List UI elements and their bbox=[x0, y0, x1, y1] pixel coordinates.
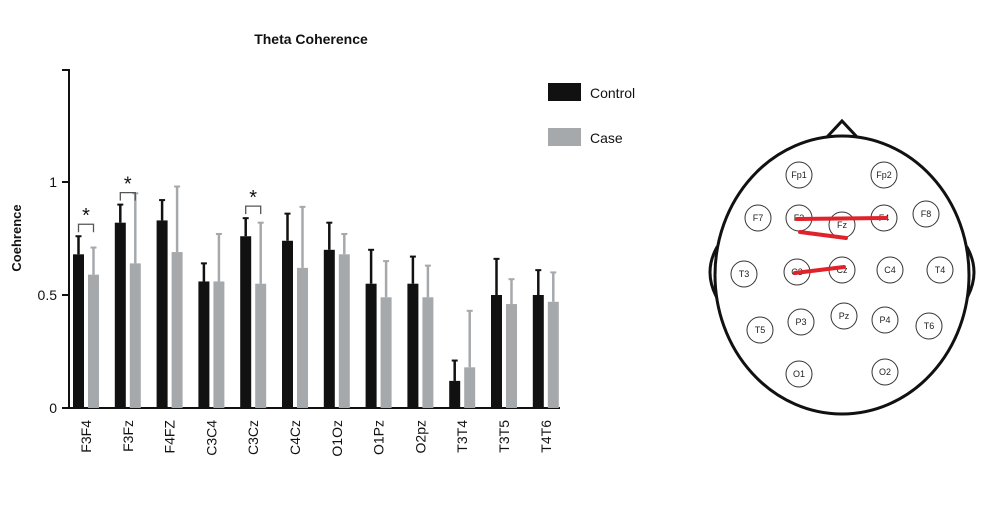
electrode-Pz bbox=[830, 302, 858, 330]
y-tick-label: 1 bbox=[49, 174, 57, 190]
x-tick-label: F3Fz bbox=[120, 420, 136, 452]
legend-swatch-case bbox=[548, 128, 581, 146]
electrode-label: Fz bbox=[837, 220, 847, 230]
legend-label-case: Case bbox=[590, 130, 623, 146]
electrode-label: Fp2 bbox=[876, 170, 892, 180]
significance-bracket bbox=[245, 205, 262, 215]
electrode-C4 bbox=[876, 256, 904, 284]
bar-case-O2pz bbox=[422, 297, 434, 408]
head-map: Fp1Fp2F7F3FzF4F8T3C3CzC4T4T5P3PzP4T6O1O2 bbox=[708, 118, 976, 416]
significance-star: * bbox=[82, 205, 90, 227]
electrode-label: F8 bbox=[921, 209, 932, 219]
electrode-label: Pz bbox=[839, 311, 850, 321]
legend: Control Case bbox=[548, 83, 635, 146]
x-tick-label: O1Pz bbox=[371, 420, 387, 455]
x-tick-label: O1Oz bbox=[329, 420, 345, 457]
bar-chart: Theta Coherence Coehrence 00.51 *** F3F4… bbox=[9, 31, 560, 457]
electrode-label: P4 bbox=[879, 315, 890, 325]
x-tick-label: O2pz bbox=[412, 420, 428, 453]
connection-F3-Fz bbox=[798, 230, 848, 240]
electrode-label: T6 bbox=[924, 321, 935, 331]
significance-bracket bbox=[77, 223, 95, 233]
bar-control-O1Pz bbox=[365, 283, 377, 408]
significance-star: * bbox=[124, 174, 132, 196]
electrode-T4 bbox=[926, 256, 954, 284]
electrode-label: Fp1 bbox=[791, 170, 807, 180]
electrode-O2 bbox=[871, 358, 899, 386]
bar-control-O1Oz bbox=[323, 249, 335, 408]
bar-control-O2pz bbox=[407, 283, 419, 408]
bar-case-T3T4 bbox=[464, 367, 476, 408]
bar-control-T3T5 bbox=[491, 295, 502, 408]
y-tick-label: 0.5 bbox=[38, 287, 58, 303]
electrode-label: T3 bbox=[739, 269, 750, 279]
significance-bracket bbox=[119, 191, 136, 201]
bar-case-C4Cz bbox=[297, 267, 308, 408]
y-axis-label: Coehrence bbox=[9, 204, 24, 271]
legend-swatch-control bbox=[548, 83, 581, 101]
bar-control-C3C4 bbox=[198, 281, 210, 408]
electrode-label: O1 bbox=[793, 369, 805, 379]
x-tick-label: C3Cz bbox=[245, 420, 261, 455]
bar-control-F3F4 bbox=[73, 254, 84, 408]
x-tick-label: C4Cz bbox=[287, 420, 303, 455]
bar-control-T4T6 bbox=[532, 295, 544, 408]
electrode-F7 bbox=[744, 204, 772, 232]
electrode-label: F7 bbox=[753, 213, 764, 223]
electrode-P4 bbox=[871, 306, 899, 334]
x-tick-label: C3C4 bbox=[203, 420, 219, 456]
bar-case-T3T5 bbox=[506, 304, 517, 408]
electrode-label: O2 bbox=[879, 367, 891, 377]
electrode-P3 bbox=[787, 308, 815, 336]
bar-case-O1Oz bbox=[338, 254, 350, 408]
x-tick-label: F4FZ bbox=[162, 420, 178, 454]
x-tick-labels: F3F4 F3Fz F4FZ C3C4 C3Cz C4Cz O1Oz O1Pz O2pz T3T4… bbox=[78, 420, 554, 457]
x-tick-label: F3F4 bbox=[78, 420, 94, 453]
y-tick-label: 0 bbox=[49, 400, 57, 416]
bar-case-T4T6 bbox=[547, 301, 559, 408]
connections bbox=[793, 216, 888, 275]
bar-control-C3Cz bbox=[240, 236, 252, 408]
electrode-T3 bbox=[730, 260, 758, 288]
error-bars bbox=[75, 185, 557, 381]
bars bbox=[73, 220, 559, 408]
electrode-O1 bbox=[785, 360, 813, 388]
chart-title: Theta Coherence bbox=[254, 31, 368, 47]
legend-label-control: Control bbox=[590, 85, 635, 101]
y-ticks: 00.51 bbox=[38, 69, 69, 416]
bar-case-C3Cz bbox=[255, 283, 267, 408]
bar-case-O1Pz bbox=[380, 297, 392, 408]
bar-control-T3T4 bbox=[449, 380, 461, 408]
connection-F3-F4 bbox=[795, 216, 888, 221]
electrode-label: T5 bbox=[755, 325, 766, 335]
significance-star: * bbox=[249, 187, 257, 209]
electrode-F8 bbox=[912, 200, 940, 228]
bar-case-F3F4 bbox=[88, 274, 99, 408]
x-tick-label: T3T4 bbox=[454, 420, 470, 453]
electrode-Fp1 bbox=[785, 161, 813, 189]
electrode-Fp2 bbox=[870, 161, 898, 189]
bar-control-F4FZ bbox=[156, 220, 168, 408]
x-tick-label: T3T5 bbox=[496, 420, 512, 453]
electrode-T5 bbox=[746, 316, 774, 344]
electrode-label: C4 bbox=[884, 265, 896, 275]
x-tick-label: T4T6 bbox=[538, 420, 554, 453]
bar-case-F3Fz bbox=[129, 263, 141, 408]
electrode-label: P3 bbox=[795, 317, 806, 327]
bar-control-F3Fz bbox=[114, 222, 126, 408]
significance-markers: * * * bbox=[77, 174, 262, 233]
electrode-T6 bbox=[915, 312, 943, 340]
connection-C3-Cz bbox=[793, 265, 846, 275]
bar-control-C4Cz bbox=[282, 240, 293, 408]
electrode-label: Cz bbox=[837, 265, 848, 275]
electrode-label: T4 bbox=[935, 265, 946, 275]
bar-case-F4FZ bbox=[171, 252, 183, 408]
bar-case-C3C4 bbox=[213, 281, 225, 408]
